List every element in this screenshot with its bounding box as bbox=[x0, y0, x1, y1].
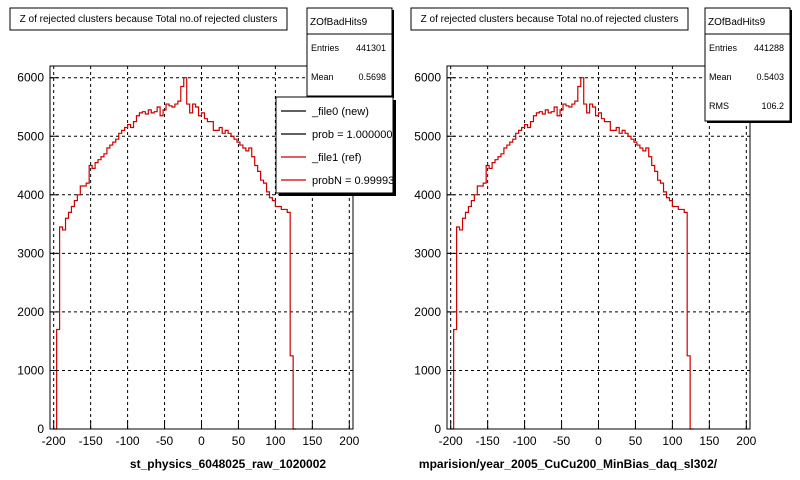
x-axis-label: st_physics_6048025_raw_1020002 bbox=[130, 457, 326, 471]
y-tick-label: 6000 bbox=[17, 71, 44, 85]
stats-entries-value: 441301 bbox=[356, 43, 386, 53]
histogram-series bbox=[53, 77, 297, 430]
x-tick-label: 150 bbox=[699, 434, 719, 448]
stats-mean-label: Mean bbox=[311, 72, 334, 82]
legend-label: prob = 1.000000 bbox=[312, 129, 392, 141]
y-tick-label: 2000 bbox=[17, 305, 44, 319]
x-tick-label: 0 bbox=[595, 434, 602, 448]
y-tick-label: 5000 bbox=[17, 129, 44, 143]
stats-name: ZOfBadHits9 bbox=[310, 17, 368, 28]
histogram-series bbox=[450, 77, 694, 430]
y-tick-label: 1000 bbox=[17, 363, 44, 377]
x-tick-label: -200 bbox=[439, 434, 463, 448]
x-tick-label: 0 bbox=[198, 434, 205, 448]
stats-rms-value: 106.2 bbox=[761, 101, 784, 111]
x-tick-label: -100 bbox=[513, 434, 537, 448]
legend-label: probN = 0.99993 bbox=[312, 175, 394, 187]
chart-title: Z of rejected clusters because Total no.… bbox=[421, 14, 679, 25]
x-tick-label: -50 bbox=[553, 434, 571, 448]
x-tick-label: -50 bbox=[156, 434, 174, 448]
legend-label: _file0 (new) bbox=[311, 106, 369, 118]
legend-box bbox=[275, 96, 394, 194]
stats-box bbox=[306, 7, 393, 97]
y-tick-label: 4000 bbox=[17, 188, 44, 202]
y-tick-label: 1000 bbox=[414, 363, 441, 377]
x-tick-label: 200 bbox=[736, 434, 756, 448]
y-tick-label: 0 bbox=[434, 422, 441, 436]
y-tick-label: 6000 bbox=[414, 71, 441, 85]
y-tick-label: 5000 bbox=[414, 129, 441, 143]
stats-entries-value: 441288 bbox=[754, 43, 784, 53]
x-tick-label: 100 bbox=[662, 434, 682, 448]
stats-mean-value: 0.5403 bbox=[756, 72, 784, 82]
x-tick-label: 200 bbox=[339, 434, 359, 448]
x-tick-label: 50 bbox=[232, 434, 246, 448]
x-tick-label: -150 bbox=[476, 434, 500, 448]
x-tick-label: 150 bbox=[302, 434, 322, 448]
y-tick-label: 3000 bbox=[414, 246, 441, 260]
x-axis-label: mparision/year_2005_CuCu200_MinBias_daq_… bbox=[419, 457, 718, 471]
stats-box bbox=[704, 7, 791, 122]
stats-entries-label: Entries bbox=[709, 43, 738, 53]
x-tick-label: -200 bbox=[42, 434, 66, 448]
x-tick-label: 100 bbox=[265, 434, 285, 448]
x-tick-label: 50 bbox=[629, 434, 643, 448]
stats-entries-label: Entries bbox=[311, 43, 340, 53]
stats-name: ZOfBadHits9 bbox=[708, 17, 766, 28]
y-tick-label: 4000 bbox=[414, 188, 441, 202]
legend-label: _file1 (ref) bbox=[311, 152, 362, 164]
stats-mean-label: Mean bbox=[709, 72, 732, 82]
chart-panel-1: -200 -150 -100 -50 0 50 100 150 2000100020003000… bbox=[9, 7, 396, 471]
y-tick-label: 2000 bbox=[414, 305, 441, 319]
y-tick-label: 0 bbox=[37, 422, 44, 436]
x-tick-label: -100 bbox=[116, 434, 140, 448]
stats-mean-value: 0.5698 bbox=[358, 72, 386, 82]
chart-panel-2: -200 -150 -100 -50 0 50 100 150 2000100020003000… bbox=[410, 7, 792, 471]
stats-rms-label: RMS bbox=[709, 101, 729, 111]
chart-title: Z of rejected clusters because Total no.… bbox=[20, 14, 278, 25]
chart-title-box bbox=[9, 7, 288, 31]
chart-title-box bbox=[410, 7, 689, 31]
x-tick-label: -150 bbox=[79, 434, 103, 448]
y-tick-label: 3000 bbox=[17, 246, 44, 260]
